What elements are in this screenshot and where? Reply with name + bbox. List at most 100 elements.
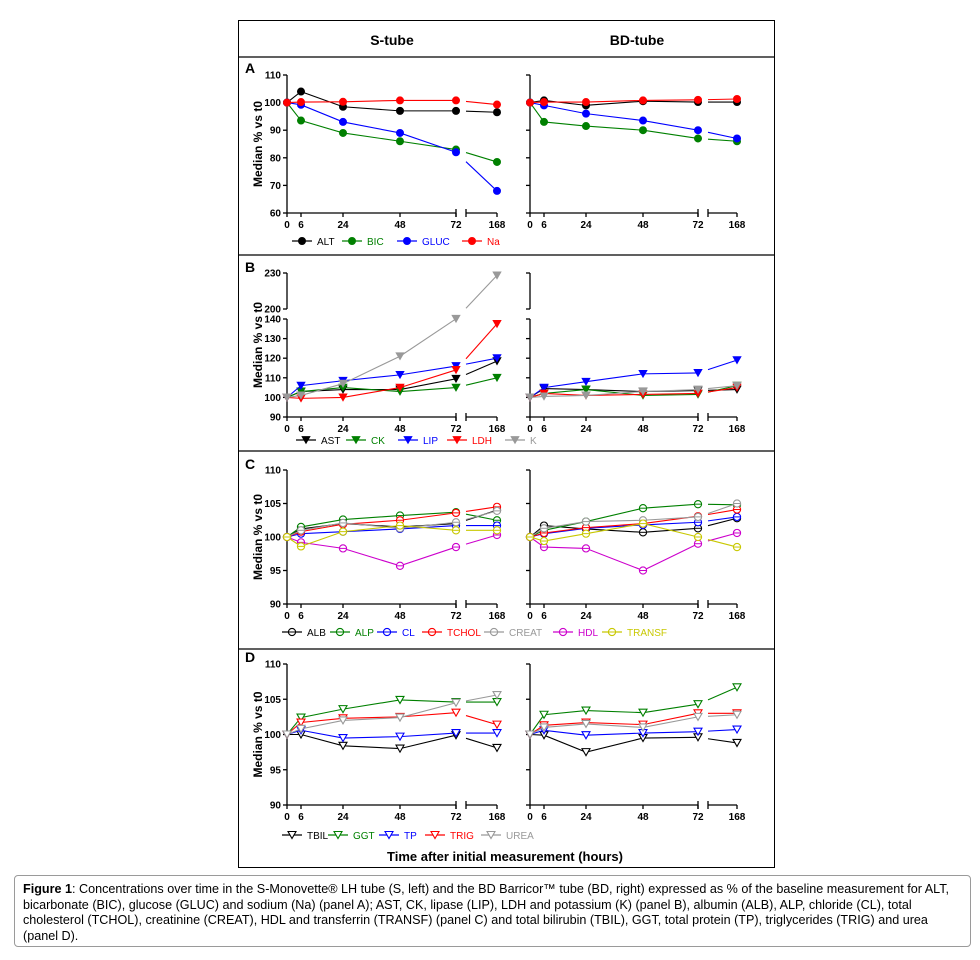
legend-label-bic: BIC: [367, 237, 384, 248]
y-tick-label: 130: [264, 334, 281, 345]
series-line-gluc: [286, 102, 457, 153]
x-tick-label: 48: [394, 812, 406, 823]
data-point-ast: [451, 374, 461, 384]
data-point-tbil: [581, 748, 591, 757]
y-tick-label: 95: [270, 566, 282, 577]
data-point-ldh: [395, 383, 405, 392]
panel-letter-b: B: [245, 259, 255, 275]
series-line-tp: [529, 729, 699, 736]
x-tick-label: 168: [729, 812, 746, 823]
legend-marker-ggt: [333, 830, 343, 840]
data-point-k: [282, 393, 292, 402]
data-point-trig: [451, 708, 461, 718]
data-point-bic: [582, 122, 591, 131]
x-tick-label: 72: [450, 424, 462, 435]
x-tick-label: 168: [489, 812, 506, 823]
legend-marker-trig: [430, 830, 440, 840]
data-point-urea: [732, 710, 742, 720]
series-line-ggt: [529, 703, 699, 735]
series-line-tbil-after-break: [707, 738, 738, 744]
y-tick-label: 90: [270, 600, 282, 611]
x-tick-label: 48: [394, 424, 406, 435]
legend-label-trig: TRIG: [450, 831, 474, 842]
series-line-gluc: [529, 102, 699, 131]
data-point-tp: [581, 731, 591, 740]
series-line-lip-after-break: [707, 359, 738, 371]
x-tick-label: 6: [541, 424, 547, 435]
series-line-hdl-after-break: [707, 532, 738, 542]
series-line-k-after-break: [707, 385, 738, 390]
x-tick-label: 72: [450, 611, 462, 622]
caption-text: : Concentrations over time in the S-Mono…: [23, 882, 950, 943]
data-point-trig: [296, 718, 306, 728]
data-point-tp: [693, 727, 703, 737]
data-point-k: [581, 391, 591, 400]
legend-label-tbil: TBIL: [307, 831, 329, 842]
x-tick-label: 24: [337, 812, 349, 823]
data-point-lip: [539, 383, 549, 392]
data-point-na: [582, 98, 591, 107]
legend-marker-alt: [297, 236, 306, 245]
legend-c: ALB ALP CL TCHOL CREAT HDL TRANSF: [282, 627, 667, 639]
legend-a: ALT BIC GLUC Na: [292, 236, 500, 248]
series-line-trig-after-break: [465, 715, 498, 726]
x-tick-label: 24: [337, 220, 349, 231]
series-line-creat-after-break: [707, 502, 738, 514]
data-point-tbil: [492, 743, 502, 753]
data-point-na: [540, 98, 549, 107]
legend-marker-ck: [351, 436, 361, 445]
x-tick-label: 168: [489, 611, 506, 622]
data-point-lip: [451, 362, 461, 371]
data-point-lip: [638, 369, 648, 379]
plot-d-bd: 0 6 24 48 72 168: [525, 663, 746, 823]
data-point-ggt: [539, 710, 549, 720]
data-point-gluc: [694, 126, 703, 135]
series-line-ldh-after-break: [707, 387, 738, 393]
data-point-ggt: [296, 713, 306, 723]
y-axis-title: Median % vs t0: [251, 101, 265, 187]
data-point-ck: [451, 383, 461, 392]
series-line-gluc-after-break: [465, 161, 498, 192]
data-point-urea: [395, 713, 405, 723]
figure-caption: Figure 1: Concentrations over time in th…: [14, 875, 971, 947]
y-tick-label: 110: [265, 660, 282, 671]
series-line-ggt-after-break: [707, 686, 738, 701]
legend-label-ck: CK: [371, 436, 385, 447]
legend-marker-ast: [301, 436, 311, 445]
series-line-ast: [286, 378, 457, 398]
data-point-k: [395, 352, 405, 361]
x-tick-label: 168: [729, 424, 746, 435]
series-line-na: [286, 99, 456, 104]
legend-label-ggt: GGT: [353, 831, 375, 842]
legend-marker-urea: [486, 830, 496, 840]
data-point-tbil: [732, 738, 742, 748]
column-title-s-tube: S-tube: [370, 32, 414, 48]
data-point-tp: [395, 732, 405, 742]
x-tick-label: 72: [450, 812, 462, 823]
series-line-hdl: [286, 536, 457, 567]
legend-marker-gluc: [402, 236, 411, 245]
y-tick-label: 110: [265, 71, 282, 82]
data-point-urea: [492, 690, 502, 700]
data-point-urea: [338, 716, 348, 726]
legend-label-urea: UREA: [506, 831, 534, 842]
data-point-k: [296, 391, 306, 400]
legend-marker-bic: [347, 236, 356, 245]
data-point-urea: [296, 724, 306, 734]
y-tick-label: 120: [264, 354, 281, 365]
data-point-k: [732, 381, 742, 390]
data-point-ggt: [338, 705, 348, 714]
x-tick-label: 168: [489, 220, 506, 231]
data-point-na: [296, 98, 305, 107]
data-point-ggt: [693, 700, 703, 709]
legend-marker-na: [467, 236, 476, 245]
plot-c-s: 90 95 100 105 110 0 6 24 48 72 168: [264, 466, 505, 623]
x-tick-label: 6: [298, 812, 304, 823]
data-point-ck: [492, 373, 502, 383]
x-tick-label: 48: [637, 220, 649, 231]
legend-label-alp: ALP: [355, 628, 374, 639]
legend-marker-tbil: [287, 830, 297, 840]
series-line-transf-after-break: [707, 539, 738, 548]
series-line-creat-after-break: [465, 510, 498, 521]
series-line-cl-after-break: [707, 516, 738, 522]
